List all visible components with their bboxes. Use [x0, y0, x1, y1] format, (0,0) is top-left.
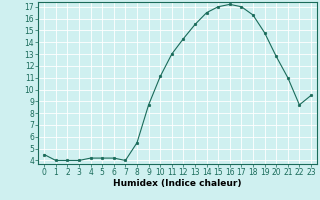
X-axis label: Humidex (Indice chaleur): Humidex (Indice chaleur) [113, 179, 242, 188]
